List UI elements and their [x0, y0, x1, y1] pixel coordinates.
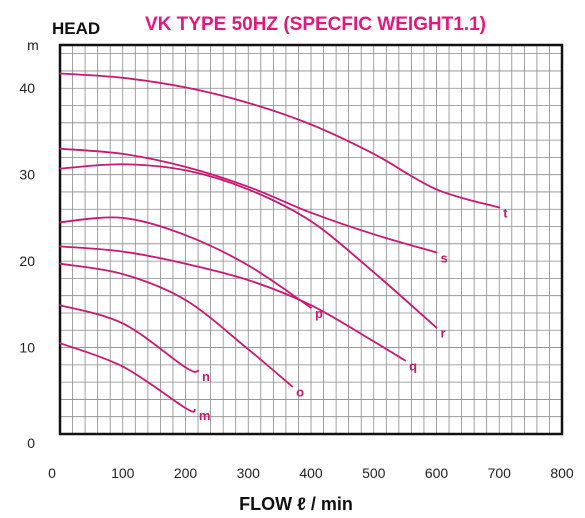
- x-tick-labels: 0 100 200 300 400 500 600 700 800: [48, 465, 574, 481]
- chart-title: VK TYPE 50HZ (SPECFIC WEIGHT1.1): [145, 14, 486, 35]
- curve-q: [59, 245, 406, 362]
- plot-frame: [58, 43, 564, 436]
- curve-s: [59, 147, 438, 254]
- series-group: t s r q p o n m: [59, 72, 508, 423]
- curve-label-r: r: [441, 326, 446, 341]
- curve-label-m: m: [199, 408, 211, 423]
- x-axis-title: FLOW ℓ / min: [239, 494, 353, 514]
- curve-label-n: n: [202, 369, 210, 384]
- y-tick-label: 40: [19, 80, 35, 96]
- curve-m: [59, 342, 196, 413]
- x-tick-label: 800: [550, 465, 574, 481]
- x-tick-label: 400: [299, 465, 323, 481]
- y-axis-unit: m: [27, 37, 39, 53]
- x-tick-label: 600: [425, 465, 449, 481]
- y-tick-labels: 0 10 20 30 40: [19, 80, 35, 451]
- curve-label-q: q: [409, 359, 417, 374]
- curve-label-s: s: [441, 250, 448, 265]
- curve-label-t: t: [503, 206, 508, 221]
- y-tick-label: 20: [19, 253, 35, 269]
- curve-n: [59, 304, 199, 373]
- curve-o: [59, 262, 294, 388]
- curve-label-o: o: [296, 384, 304, 399]
- y-tick-label: 0: [27, 435, 35, 451]
- curve-t: [59, 72, 501, 209]
- grid: [59, 45, 563, 435]
- y-axis-title: HEAD: [52, 19, 100, 38]
- x-tick-label: 200: [174, 465, 198, 481]
- curve-label-p: p: [315, 306, 323, 321]
- x-tick-label: 300: [237, 465, 261, 481]
- x-tick-label: 0: [48, 465, 56, 481]
- x-tick-label: 700: [488, 465, 512, 481]
- x-tick-label: 100: [111, 465, 135, 481]
- curve-r: [59, 163, 438, 329]
- x-tick-label: 500: [362, 465, 386, 481]
- y-tick-label: 30: [19, 167, 35, 183]
- curve-p: [59, 216, 312, 309]
- y-tick-label: 10: [19, 340, 35, 356]
